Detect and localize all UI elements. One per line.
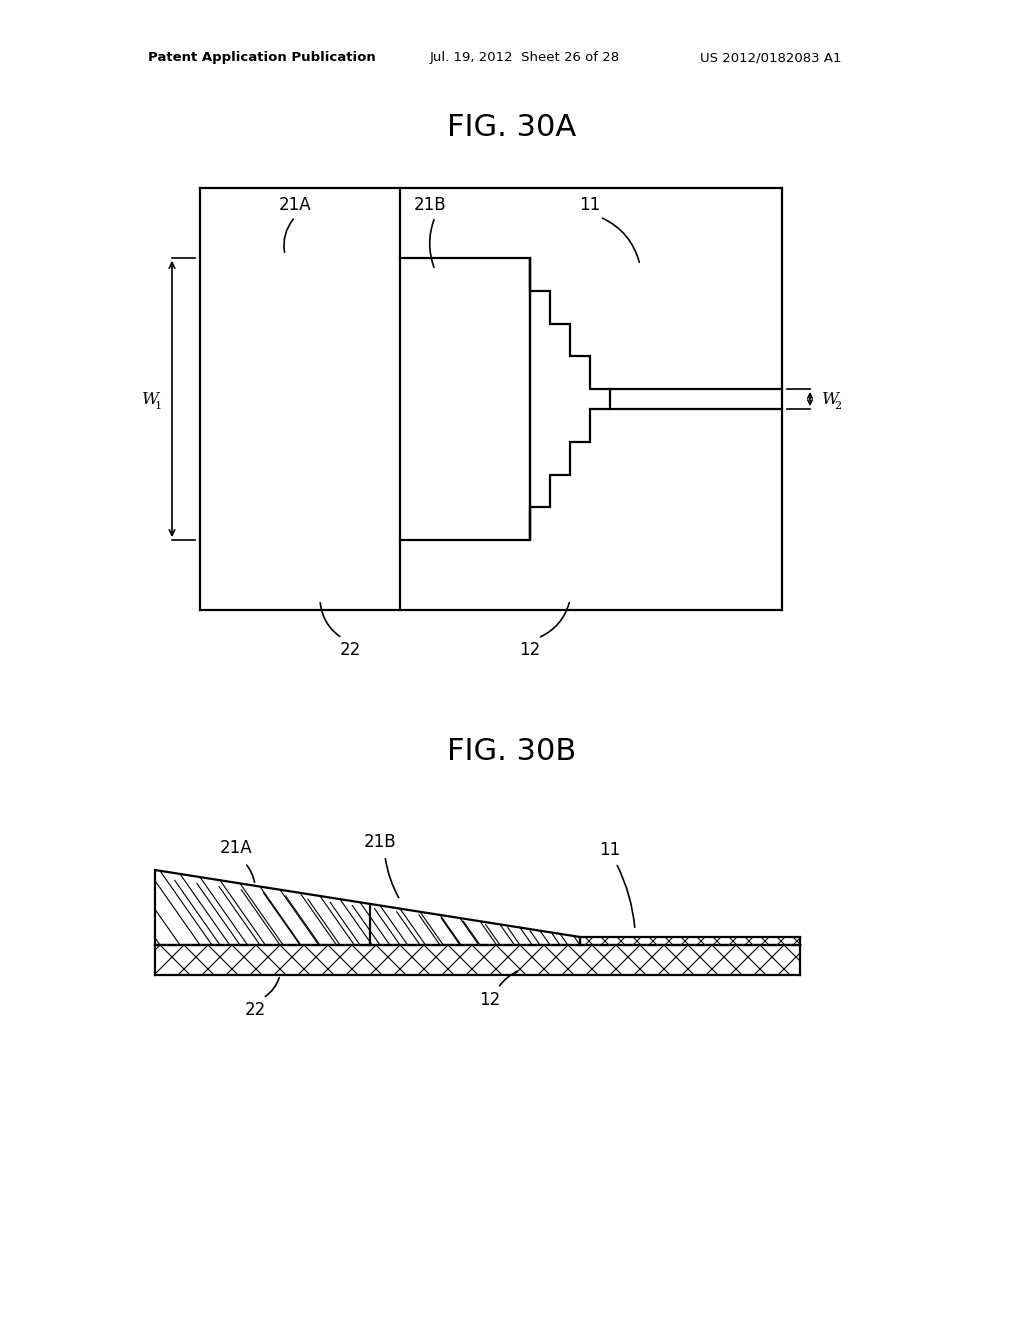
Text: 22: 22: [339, 642, 360, 659]
Text: FIG. 30B: FIG. 30B: [447, 738, 577, 767]
Text: Patent Application Publication: Patent Application Publication: [148, 51, 376, 65]
Text: 21A: 21A: [220, 840, 252, 857]
Text: 12: 12: [479, 991, 501, 1008]
Text: 11: 11: [599, 841, 621, 859]
Text: W: W: [141, 391, 159, 408]
Text: 12: 12: [519, 642, 541, 659]
Text: Jul. 19, 2012  Sheet 26 of 28: Jul. 19, 2012 Sheet 26 of 28: [430, 51, 621, 65]
Text: 21A: 21A: [279, 195, 311, 214]
Text: W: W: [821, 391, 839, 408]
Text: US 2012/0182083 A1: US 2012/0182083 A1: [700, 51, 842, 65]
Text: 21B: 21B: [414, 195, 446, 214]
Text: 11: 11: [580, 195, 601, 214]
Text: 21B: 21B: [364, 833, 396, 851]
Text: 22: 22: [245, 1001, 265, 1019]
Text: 2: 2: [835, 401, 842, 411]
Text: 1: 1: [155, 401, 162, 411]
Text: FIG. 30A: FIG. 30A: [447, 114, 577, 143]
